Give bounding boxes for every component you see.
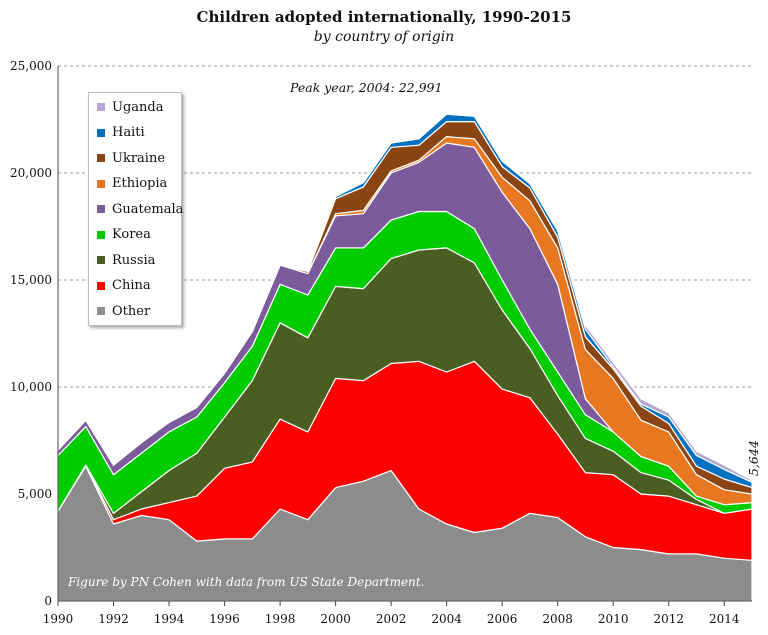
legend-item-haiti: Haiti <box>97 124 145 142</box>
x-tick-label: 2000 <box>320 612 351 626</box>
x-tick-label: 1994 <box>154 612 185 626</box>
area-uganda <box>57 113 753 483</box>
legend-swatch <box>97 281 105 290</box>
legend-label: Uganda <box>112 99 164 115</box>
x-tick-label: 1990 <box>43 612 74 626</box>
legend: Uganda Haiti Ukraine Ethiopia Guatemala Korea… <box>88 92 183 326</box>
legend-label: Haiti <box>112 125 145 140</box>
x-tick-label: 2012 <box>653 612 684 626</box>
legend-label: Korea <box>112 227 151 242</box>
chart-title: Children adopted internationally, 1990-2… <box>196 8 572 26</box>
x-tick-label: 2010 <box>598 612 629 626</box>
legend-item-uganda: Uganda <box>97 98 163 116</box>
figure-credit: Figure by PN Cohen with data from US Sta… <box>67 575 424 589</box>
legend-label: Ukraine <box>112 150 166 166</box>
x-tick-label: 1996 <box>209 612 240 626</box>
legend-label: Russia <box>112 252 156 268</box>
legend-item-china: China <box>97 277 151 295</box>
legend-label: Other <box>112 303 151 319</box>
y-tick-label: 5,000 <box>18 487 52 501</box>
legend-label: China <box>112 278 151 293</box>
legend-item-korea: Korea <box>97 226 151 244</box>
y-tick-label: 25,000 <box>10 59 52 73</box>
x-tick-label: 2008 <box>542 612 573 626</box>
legend-swatch <box>97 230 105 239</box>
axes <box>57 66 752 606</box>
legend-item-guatemala: Guatemala <box>97 200 183 218</box>
x-tick-label: 2014 <box>709 612 740 626</box>
x-tick-label: 2006 <box>487 612 518 626</box>
legend-swatch <box>97 256 105 264</box>
x-tick-label: 2002 <box>376 612 407 626</box>
legend-item-ethiopia: Ethiopia <box>97 175 167 193</box>
y-tick-label: 20,000 <box>10 166 52 180</box>
x-tick-label: 2004 <box>431 612 462 626</box>
y-tick-label: 15,000 <box>10 273 52 287</box>
x-tick-labels: 1990 1992 1994 1996 1998 2000 2002 2004 2006 2008… <box>43 612 740 626</box>
stacked-areas <box>57 113 753 602</box>
legend-swatch <box>97 154 105 162</box>
legend-label: Guatemala <box>112 201 184 217</box>
legend-swatch <box>97 307 105 315</box>
peak-annotation: Peak year, 2004: 22,991 <box>289 80 442 95</box>
y-tick-label: 0 <box>44 594 52 608</box>
x-tick-label: 1992 <box>98 612 129 626</box>
legend-swatch <box>97 179 105 188</box>
x-tick-label: 1998 <box>265 612 296 626</box>
legend-item-russia: Russia <box>97 251 155 269</box>
legend-item-other: Other <box>97 302 150 320</box>
end-value-annotation: 5,644 <box>746 440 761 476</box>
y-tick-label: 10,000 <box>10 380 52 394</box>
legend-swatch <box>97 205 105 213</box>
chart-subtitle: by country of origin <box>313 29 455 45</box>
y-tick-labels: 0 5,000 10,000 15,000 20,000 25,000 <box>10 59 52 608</box>
legend-label: Ethiopia <box>112 176 168 191</box>
legend-item-ukraine: Ukraine <box>97 149 165 167</box>
legend-swatch <box>97 103 105 111</box>
legend-swatch <box>97 128 105 137</box>
